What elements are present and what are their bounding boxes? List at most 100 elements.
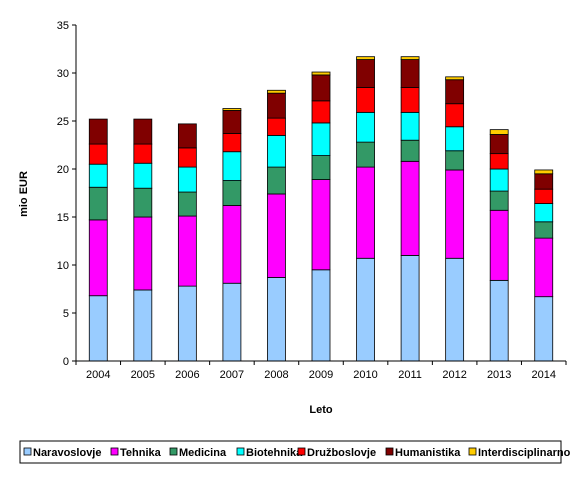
bar-segment [311, 155, 331, 180]
legend-swatch [297, 447, 306, 456]
x-tick-label: 2007 [220, 369, 244, 381]
bar-segment [177, 147, 197, 168]
x-tick-label: 2009 [309, 369, 333, 381]
legend-label: Naravoslovje [33, 447, 101, 459]
y-tick-label: 0 [63, 356, 69, 368]
bar-segment [133, 143, 153, 164]
x-tick-label: 2011 [398, 369, 422, 381]
bar-segment [356, 56, 375, 60]
bar-segment [177, 285, 197, 362]
axes [75, 25, 566, 362]
bar-segment [400, 139, 420, 162]
bar-segment [267, 92, 286, 119]
bar-segment [356, 111, 375, 143]
legend-swatch [23, 447, 32, 456]
y-tick-label: 30 [57, 68, 69, 80]
bar-segment [445, 76, 465, 81]
legend-swatch [169, 447, 178, 456]
bar-segment [267, 89, 286, 94]
legend-swatch [236, 447, 245, 456]
legend-label: Družboslovje [307, 447, 376, 459]
bar-segment [356, 166, 375, 259]
bar-segment [400, 111, 420, 141]
legend-swatch [468, 447, 477, 456]
bar-segment [400, 160, 420, 256]
bar-segment [267, 166, 286, 195]
bar-segment [177, 215, 197, 287]
bar-segment [88, 118, 108, 145]
bar-segment [222, 282, 242, 362]
legend-label: Biotehnika [246, 447, 303, 459]
x-tick-label: 2010 [353, 369, 377, 381]
bar-segment [311, 74, 331, 102]
y-tick-label: 20 [57, 164, 69, 176]
bar-segment [222, 108, 242, 111]
bar-segment [400, 254, 420, 362]
bar-segment [133, 187, 153, 218]
bar-segment [311, 100, 331, 124]
bar-segment [534, 296, 554, 362]
bar-segment [445, 79, 465, 105]
legend: Naravoslovje Tehnika Medicina Biotehnika Dru… [19, 440, 571, 464]
bar-segment [445, 150, 465, 171]
bar-segment [222, 151, 242, 181]
bar-segment [534, 169, 554, 175]
bar-segment [88, 219, 108, 297]
legend-label: Tehnika [120, 447, 162, 459]
y-tick-label: 5 [63, 308, 69, 320]
y-tick-label: 10 [57, 260, 69, 272]
x-tick-label: 2005 [131, 369, 155, 381]
bar-segment [177, 123, 197, 149]
bar-segment [534, 188, 554, 204]
bar-segment [400, 87, 420, 113]
x-tick-label: 2006 [175, 369, 199, 381]
bar-segment [267, 117, 286, 136]
bar-segment [534, 173, 554, 190]
bar-segment [133, 289, 153, 362]
y-axis-title: mio EUR [18, 171, 30, 217]
x-tick-label: 2008 [264, 369, 288, 381]
bar-segment [356, 141, 375, 168]
bar-segment [489, 190, 509, 211]
y-tick-label: 15 [57, 212, 69, 224]
bars [88, 56, 554, 362]
bar-segment [311, 71, 331, 76]
bar-segment [489, 168, 509, 192]
bar-segment [489, 134, 509, 155]
bar-segment [88, 143, 108, 165]
bar-segment [311, 269, 331, 362]
y-axis-ticks: 0 5 10 15 20 25 30 35 [57, 20, 76, 368]
bar-segment [133, 118, 153, 145]
bar-segment [267, 134, 286, 168]
bar-segment [400, 56, 420, 60]
bar-segment [88, 295, 108, 362]
legend-label: Medicina [179, 447, 227, 459]
legend-label: Humanistika [395, 447, 461, 459]
bar-segment [445, 169, 465, 259]
bar-segment [222, 110, 242, 134]
bar-segment [133, 216, 153, 291]
bar-segment [489, 279, 509, 362]
bar-segment [222, 133, 242, 153]
bar-segment [534, 221, 554, 239]
bar-segment [356, 257, 375, 362]
legend-label: Interdisciplinarno [478, 447, 571, 459]
bar-segment [177, 166, 197, 193]
bar-segment [489, 153, 509, 170]
bar-segment [222, 205, 242, 284]
bar-segment [133, 162, 153, 189]
bar-segment [445, 103, 465, 128]
bar-segment [356, 87, 375, 113]
bar-segment [311, 179, 331, 271]
x-tick-label: 2014 [531, 369, 555, 381]
legend-frame [19, 440, 562, 464]
bar-segment [489, 129, 509, 135]
y-tick-label: 35 [57, 20, 69, 32]
y-tick-label: 25 [57, 116, 69, 128]
bar-segment [177, 191, 197, 217]
bar-segment [88, 186, 108, 221]
bar-segment [356, 59, 375, 88]
bar-segment [534, 203, 554, 223]
